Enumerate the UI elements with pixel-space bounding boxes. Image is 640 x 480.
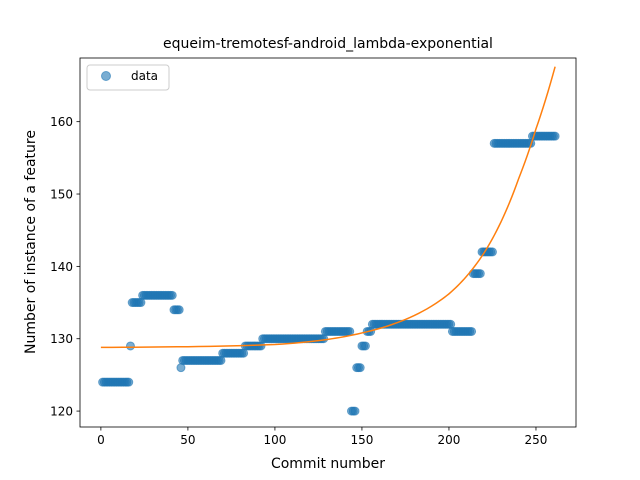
legend: data [86,64,170,91]
x-tick-label: 200 [438,433,461,447]
plot-frame [79,57,577,428]
data-point [550,131,560,141]
x-axis-label: Commit number [271,456,385,472]
data-point [125,341,135,351]
x-tick-label: 150 [350,433,373,447]
data-point [174,305,184,315]
x-tick-label: 100 [263,433,286,447]
x-tick-label: 0 [97,433,105,447]
x-tick-label: 250 [525,433,548,447]
y-tick-label: 160 [50,115,73,129]
x-tick-label: 50 [180,433,195,447]
data-point [355,363,365,373]
chart-title: equeim-tremotesf-android_lambda-exponent… [163,36,493,52]
y-tick-label: 120 [50,405,73,419]
y-tick-label: 130 [50,332,73,346]
plot-area [98,66,560,416]
legend-label-data: data [131,69,158,83]
data-point [360,341,370,351]
data-point [475,269,485,279]
data-point [467,326,477,336]
y-axis-label: Number of instance of a feature [23,130,39,354]
y-tick-label: 150 [50,188,73,202]
y-tick-label: 140 [50,260,73,274]
legend-marker-data [101,71,111,81]
fit-line [100,66,556,349]
data-point [350,406,360,416]
y-axis: 120 130 140 150 160 [50,115,80,419]
data-point [345,326,355,336]
data-point [124,377,134,387]
data-point [167,290,177,300]
data-point [487,247,497,257]
x-axis: 0 50 100 150 200 250 [97,427,547,447]
